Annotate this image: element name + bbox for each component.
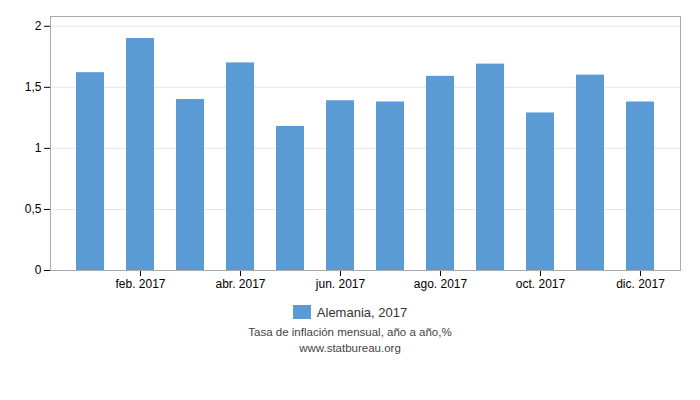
svg-text:jun. 2017: jun. 2017: [315, 277, 366, 291]
html-text:Tasa de inflación mensual, año: Tasa de inflación mensual, año a año,%: [248, 326, 452, 338]
svg-text:2: 2: [35, 19, 42, 33]
svg-text:feb. 2017: feb. 2017: [115, 277, 165, 291]
html-text:Alemania, 2017: Alemania, 2017: [316, 304, 408, 320]
html-text:www.statbureau.org: www.statbureau.org: [299, 342, 401, 354]
svg-text:dic. 2017: dic. 2017: [616, 277, 665, 291]
svg-text:1,5: 1,5: [25, 80, 42, 94]
svg-text:1: 1: [35, 141, 42, 155]
svg-text:0: 0: [35, 263, 42, 277]
svg-text:oct. 2017: oct. 2017: [516, 277, 566, 291]
svg-text:abr. 2017: abr. 2017: [215, 277, 265, 291]
svg-text:0,5: 0,5: [25, 202, 42, 216]
svg-text:ago. 2017: ago. 2017: [414, 277, 468, 291]
